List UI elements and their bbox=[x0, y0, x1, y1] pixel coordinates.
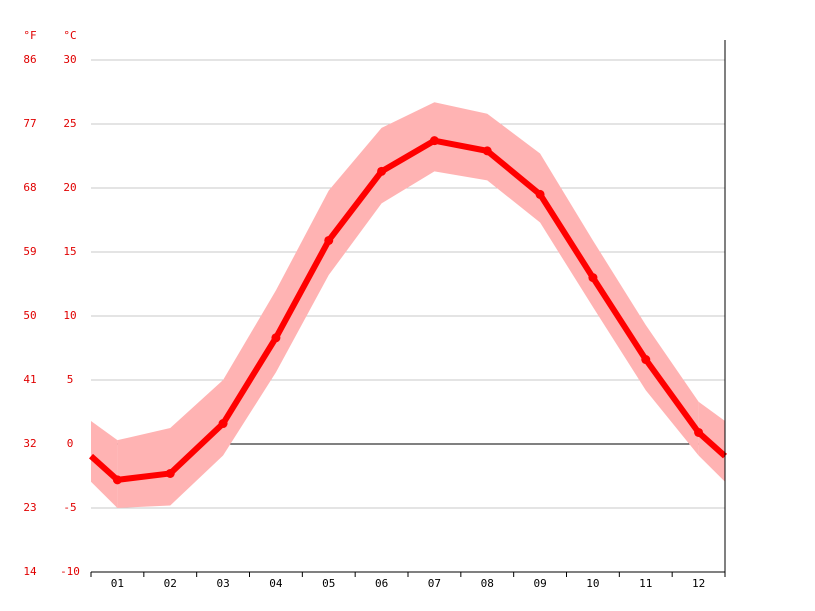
temperature-line-edge bbox=[696, 430, 728, 459]
y2-tick-label: 77 bbox=[23, 117, 36, 130]
x-tick-label: 11 bbox=[639, 577, 652, 590]
temperature-range bbox=[117, 102, 699, 509]
temperature-point bbox=[641, 355, 651, 365]
temperature-point bbox=[218, 419, 228, 429]
temperature-point bbox=[588, 273, 598, 283]
y-tick-label: 15 bbox=[63, 245, 76, 258]
y-tick-label: 30 bbox=[63, 53, 76, 66]
temperature-point bbox=[112, 475, 122, 485]
x-tick-label: 07 bbox=[428, 577, 441, 590]
x-tick-label: 06 bbox=[375, 577, 388, 590]
x-tick-label: 12 bbox=[692, 577, 705, 590]
y2-tick-label: 50 bbox=[23, 309, 36, 322]
x-tick-label: 03 bbox=[216, 577, 229, 590]
y2-axis-label: °F bbox=[23, 29, 36, 42]
y2-tick-label: 68 bbox=[23, 181, 36, 194]
y2-tick-label: 86 bbox=[23, 53, 36, 66]
temperature-point bbox=[482, 146, 492, 156]
x-tick-label: 04 bbox=[269, 577, 283, 590]
x-tick-label: 01 bbox=[111, 577, 124, 590]
temperature-point bbox=[271, 333, 281, 343]
temperature-point bbox=[377, 166, 387, 176]
y-tick-label: 25 bbox=[63, 117, 76, 130]
temperature-point bbox=[324, 235, 334, 245]
temperature-point bbox=[165, 468, 175, 478]
y2-tick-label: 41 bbox=[23, 373, 36, 386]
y-axis-label: °C bbox=[63, 29, 76, 42]
y2-tick-label: 32 bbox=[23, 437, 36, 450]
y-tick-label: -10 bbox=[60, 565, 80, 578]
x-tick-label: 10 bbox=[586, 577, 599, 590]
y-tick-label: 0 bbox=[67, 437, 74, 450]
temperature-point bbox=[694, 427, 704, 437]
y-tick-label: 5 bbox=[67, 373, 74, 386]
x-tick-label: 09 bbox=[533, 577, 546, 590]
y2-tick-label: 23 bbox=[23, 501, 36, 514]
x-tick-label: 08 bbox=[481, 577, 494, 590]
temperature-point bbox=[429, 136, 439, 146]
x-tick-label: 05 bbox=[322, 577, 335, 590]
temperature-line bbox=[117, 137, 702, 483]
temperature-line-edge bbox=[88, 453, 120, 483]
y2-tick-label: 14 bbox=[23, 565, 37, 578]
y-tick-label: 10 bbox=[63, 309, 76, 322]
y2-tick-label: 59 bbox=[23, 245, 36, 258]
temperature-point bbox=[535, 189, 545, 199]
y-tick-label: 20 bbox=[63, 181, 76, 194]
x-tick-label: 02 bbox=[164, 577, 177, 590]
y-tick-label: -5 bbox=[63, 501, 76, 514]
